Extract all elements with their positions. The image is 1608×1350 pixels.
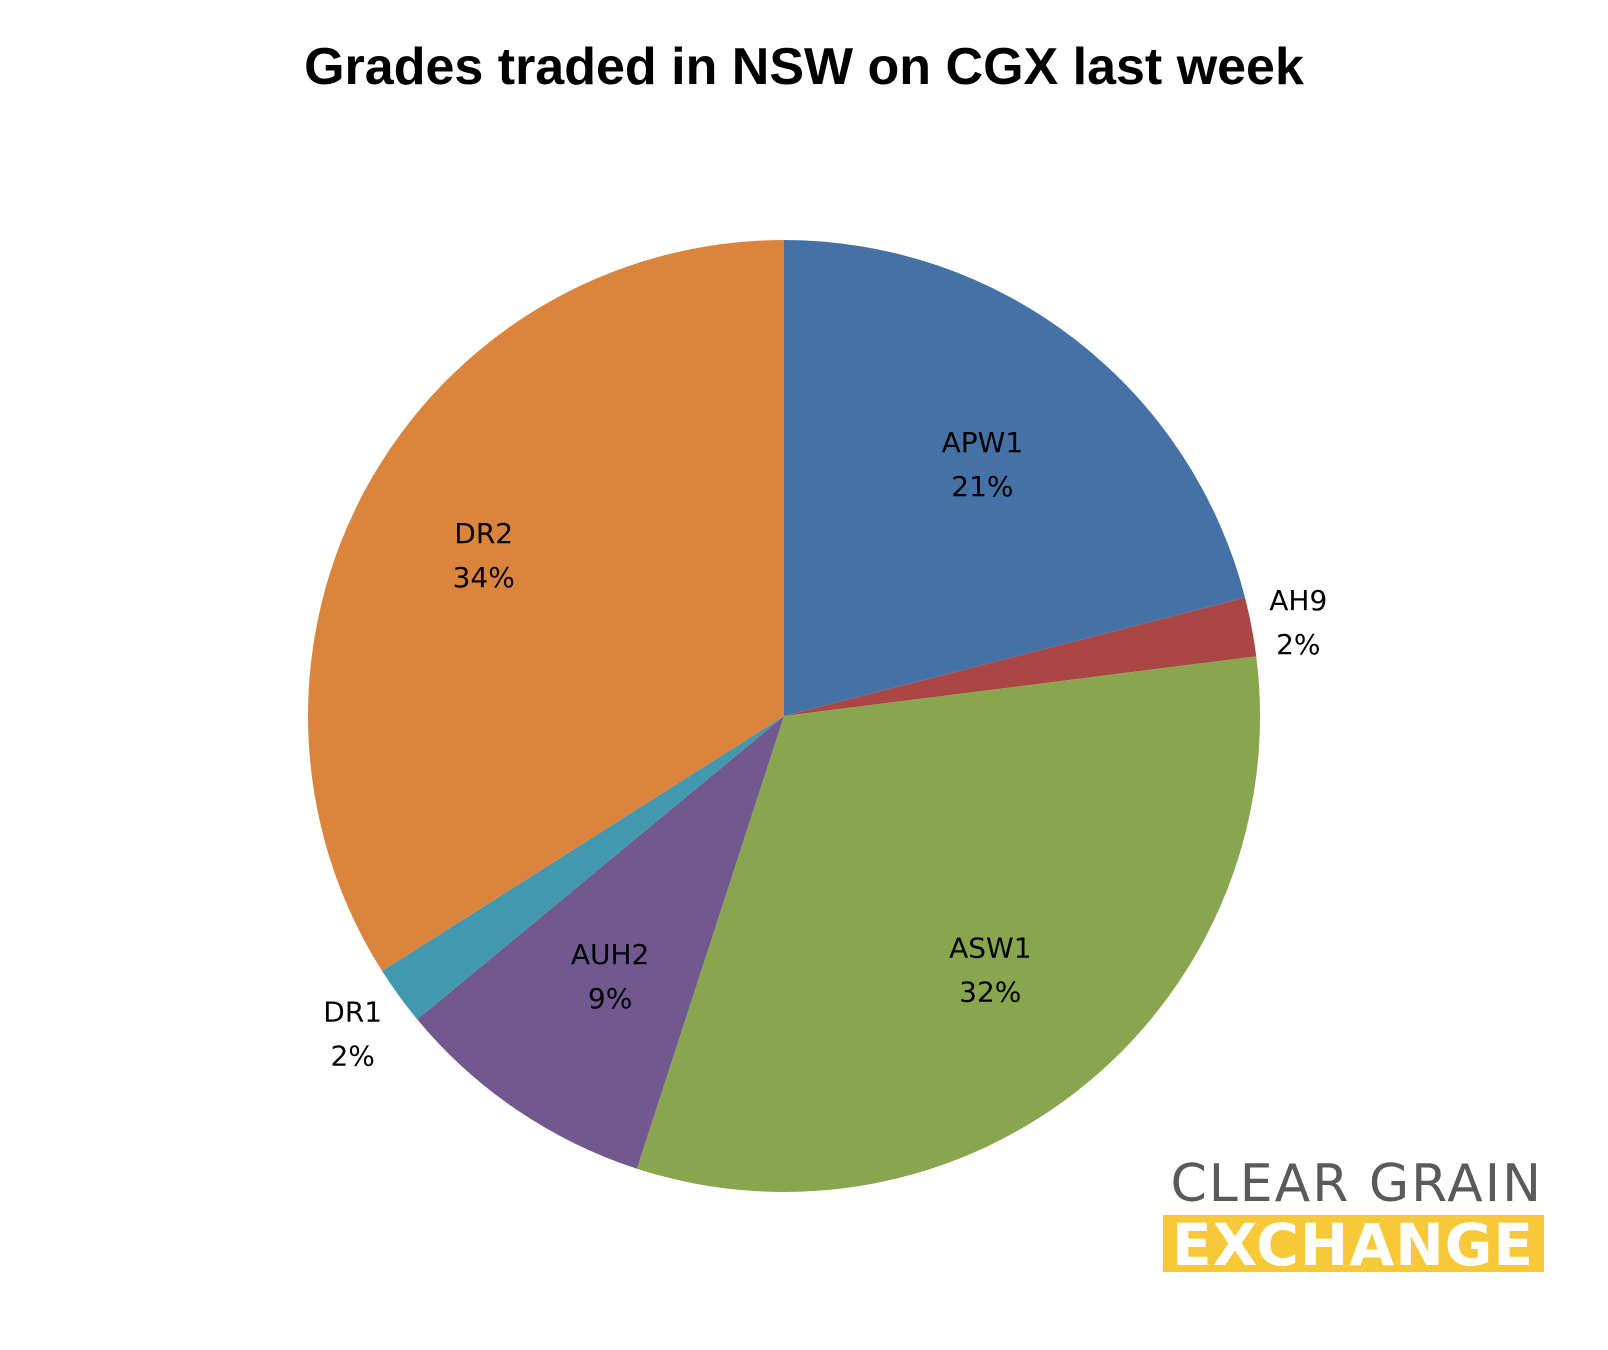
pie-slice-ah9 xyxy=(784,597,1257,716)
slice-label-auh2: AUH2 9% xyxy=(571,938,650,1015)
slice-label-name: AUH2 xyxy=(571,938,650,971)
pie-slice-dr2 xyxy=(308,239,784,972)
logo-banner xyxy=(1163,1215,1544,1272)
slice-label-name: AH9 xyxy=(1269,584,1327,617)
slice-label-name: DR2 xyxy=(454,517,513,550)
pie-slices xyxy=(308,239,1261,1192)
pie-slice-apw1 xyxy=(784,240,1246,716)
chart-title: Grades traded in NSW on CGX last week xyxy=(304,38,1304,96)
slice-label-percent: 32% xyxy=(959,975,1021,1008)
slice-label-apw1: APW1 21% xyxy=(942,426,1024,503)
slice-label-percent: 2% xyxy=(1276,628,1320,661)
slice-label-percent: 9% xyxy=(588,982,632,1015)
clear-grain-exchange-logo: CLEAR GRAIN EXCHANGE xyxy=(1163,1154,1544,1279)
pie-slice-asw1 xyxy=(636,656,1261,1192)
pie-slice-dr1 xyxy=(382,716,784,1020)
slice-label-percent: 21% xyxy=(951,470,1013,503)
slice-label-asw1: ASW1 32% xyxy=(949,931,1031,1008)
pie-slice-auh2 xyxy=(417,716,784,1169)
logo-line2: EXCHANGE xyxy=(1172,1211,1534,1279)
slice-label-percent: 2% xyxy=(330,1039,374,1072)
logo-line1: CLEAR GRAIN xyxy=(1171,1154,1544,1214)
slice-label-name: APW1 xyxy=(942,426,1024,459)
slice-label-name: ASW1 xyxy=(949,931,1031,964)
slice-label-name: DR1 xyxy=(323,995,382,1028)
slice-label-percent: 34% xyxy=(453,561,515,594)
